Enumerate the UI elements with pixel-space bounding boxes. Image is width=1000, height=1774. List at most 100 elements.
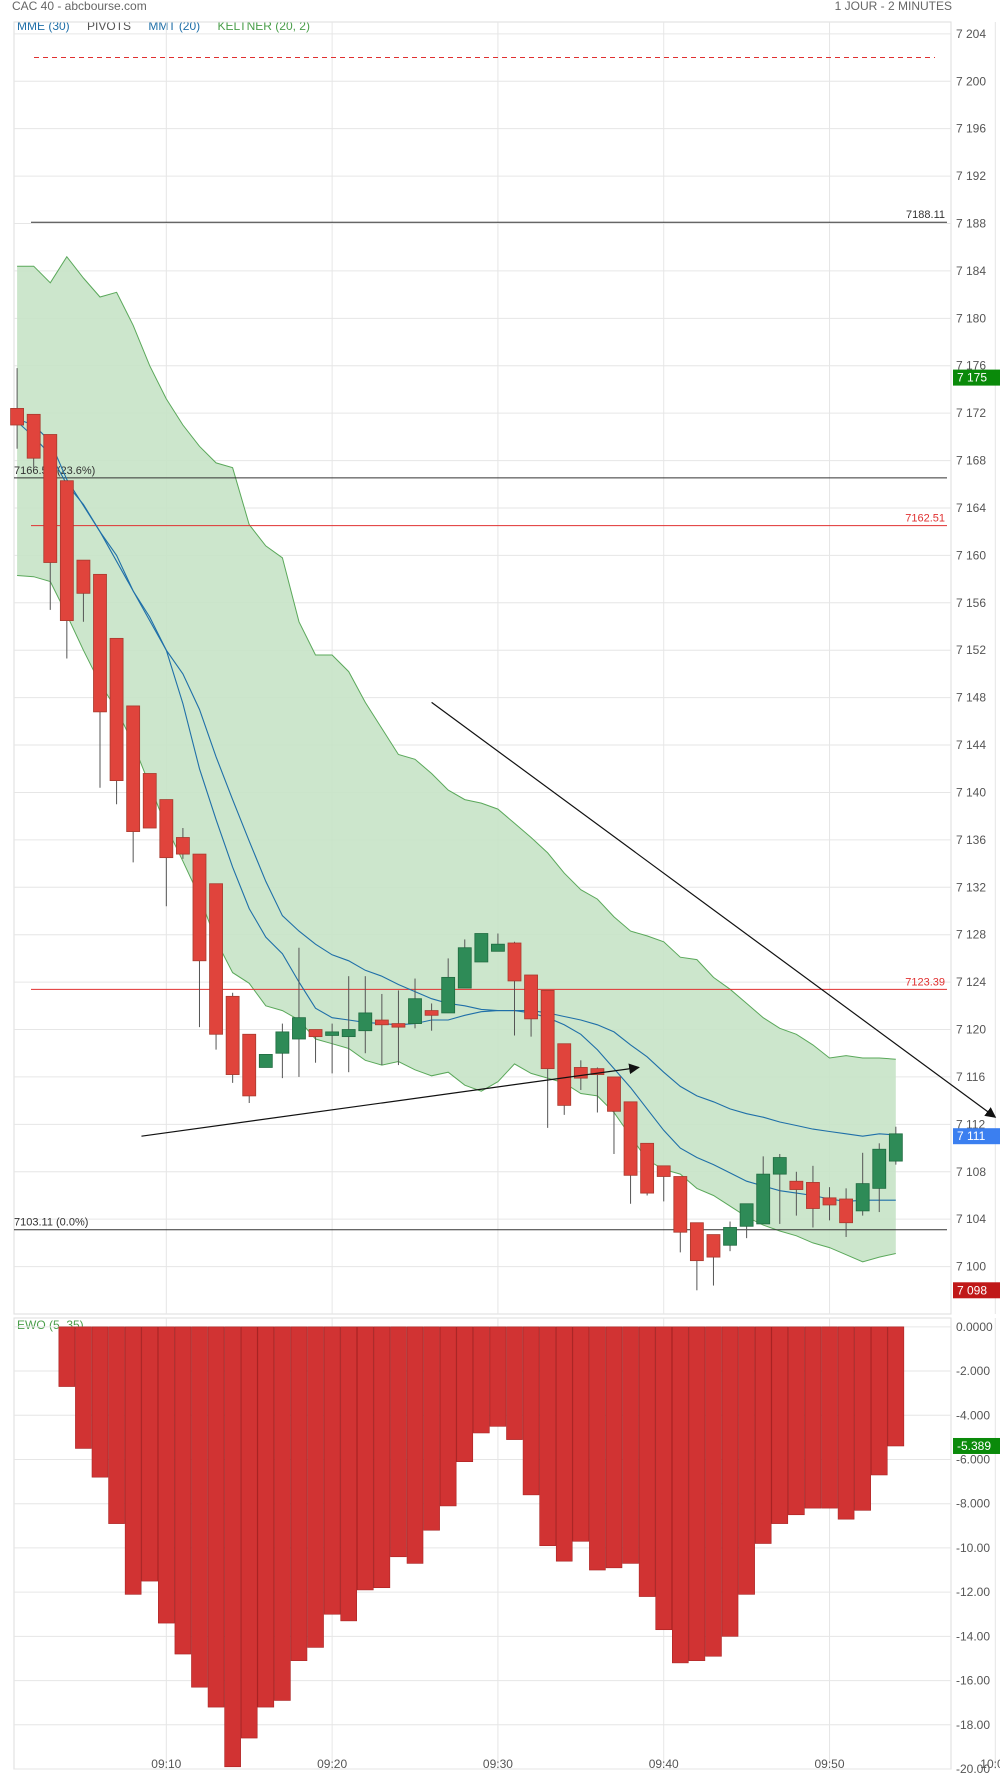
ewo-bars xyxy=(58,1326,905,1768)
candle-body xyxy=(242,1033,257,1097)
ewo-bar xyxy=(854,1326,871,1511)
ewo-bar xyxy=(738,1326,755,1595)
ewo-bar xyxy=(539,1326,556,1547)
candle-body xyxy=(391,1023,406,1028)
ewo-bar xyxy=(837,1326,855,1520)
ewo-tick-label: -2.000 xyxy=(956,1364,990,1378)
candle xyxy=(43,434,58,610)
candle xyxy=(142,773,157,829)
price-tick-label: 7 168 xyxy=(956,454,986,468)
candle-body xyxy=(590,1068,605,1075)
candle xyxy=(59,480,74,659)
candle-body xyxy=(789,1180,804,1190)
time-tick-label: 09:20 xyxy=(317,1757,347,1771)
keltner-upper-line xyxy=(17,255,896,1060)
candle xyxy=(855,1152,870,1216)
ewo-bar xyxy=(207,1326,225,1708)
ewo-bar xyxy=(224,1326,241,1768)
price-tick-label: 7 104 xyxy=(956,1212,986,1226)
ewo-bar xyxy=(473,1326,490,1434)
candle xyxy=(292,947,306,1077)
ewo-tick-label: -10.00 xyxy=(956,1541,990,1555)
candle xyxy=(806,1165,820,1228)
candle-body xyxy=(109,637,124,782)
candle-body xyxy=(673,1176,688,1233)
candle-body xyxy=(723,1227,737,1246)
price-tick-label: 7 188 xyxy=(956,217,986,231)
price-tick-label: 7 100 xyxy=(956,1260,986,1274)
candle-body xyxy=(10,408,25,426)
ewo-bar xyxy=(572,1326,590,1542)
candle-body xyxy=(507,942,522,982)
price-tick-label: 7 136 xyxy=(956,833,986,847)
time-tick-label: 09:10 xyxy=(151,1757,181,1771)
candle-body xyxy=(656,1165,671,1177)
ewo-bar xyxy=(821,1326,838,1509)
candle xyxy=(258,1054,273,1068)
chart-period[interactable]: 1 JOUR - 2 MINUTES xyxy=(834,0,952,13)
ewo-bar xyxy=(141,1326,159,1582)
candle-body xyxy=(341,1029,356,1038)
ewo-bar xyxy=(75,1326,92,1449)
candle xyxy=(93,573,107,788)
candle xyxy=(507,941,522,1036)
price-tag-box xyxy=(953,1282,1000,1299)
ewo-bar xyxy=(688,1326,706,1661)
candle-body xyxy=(540,990,555,1070)
ewo-bar xyxy=(240,1326,258,1739)
candle xyxy=(623,1101,638,1204)
ewo-bar xyxy=(605,1326,623,1569)
candle xyxy=(590,1067,605,1113)
candle xyxy=(706,1234,721,1286)
price-tag: 7 098 xyxy=(957,1283,987,1297)
candle-body xyxy=(806,1182,820,1209)
candle-body xyxy=(175,837,190,855)
moving-averages xyxy=(16,418,896,1202)
price-tick-label: 7 172 xyxy=(956,406,986,420)
ewo-bar xyxy=(870,1326,888,1476)
candle xyxy=(408,978,422,1029)
ewo-bar xyxy=(721,1326,739,1637)
candle-body xyxy=(557,1043,572,1106)
ewo-bar xyxy=(589,1326,606,1571)
price-tick-label: 7 120 xyxy=(956,1023,986,1037)
ewo-value-tag-box xyxy=(953,1437,1000,1454)
candle xyxy=(341,976,356,1073)
ewo-bar xyxy=(705,1326,722,1657)
price-tick-label: 7 132 xyxy=(956,880,986,894)
ewo-bar xyxy=(91,1326,109,1478)
ewo-tick-label: -4.000 xyxy=(956,1408,990,1422)
candle-body xyxy=(26,413,41,459)
ewo-bar xyxy=(108,1326,125,1524)
time-tick-label: 09:50 xyxy=(815,1757,845,1771)
candle-body xyxy=(225,995,240,1075)
candle xyxy=(656,1165,671,1202)
candle-body xyxy=(424,1010,439,1016)
candle xyxy=(723,1221,737,1252)
price-tick-label: 7 156 xyxy=(956,596,986,610)
ewo-bar xyxy=(257,1326,275,1708)
price-tick-label: 7 160 xyxy=(956,548,986,562)
candle xyxy=(76,559,91,622)
ewo-value-tag: -5.389 xyxy=(957,1439,991,1453)
candle-body xyxy=(308,1029,323,1038)
candle xyxy=(457,939,472,989)
ewo-bar xyxy=(522,1326,540,1496)
candle-body xyxy=(209,883,223,1035)
trend-lines xyxy=(141,701,997,1137)
candle-body xyxy=(640,1142,655,1194)
candle-body xyxy=(142,773,157,829)
candle-body xyxy=(872,1148,887,1189)
price-tick-label: 7 108 xyxy=(956,1165,986,1179)
price-tick-label: 7 148 xyxy=(956,691,986,705)
candle-body xyxy=(607,1076,621,1112)
price-tick-label: 7 200 xyxy=(956,74,986,88)
candle-body xyxy=(474,933,489,963)
candle xyxy=(872,1143,887,1213)
candle-body xyxy=(292,1017,306,1040)
candle-body xyxy=(159,799,174,859)
candle xyxy=(275,1023,290,1079)
candle xyxy=(242,1033,257,1104)
ewo-bar xyxy=(290,1326,308,1661)
